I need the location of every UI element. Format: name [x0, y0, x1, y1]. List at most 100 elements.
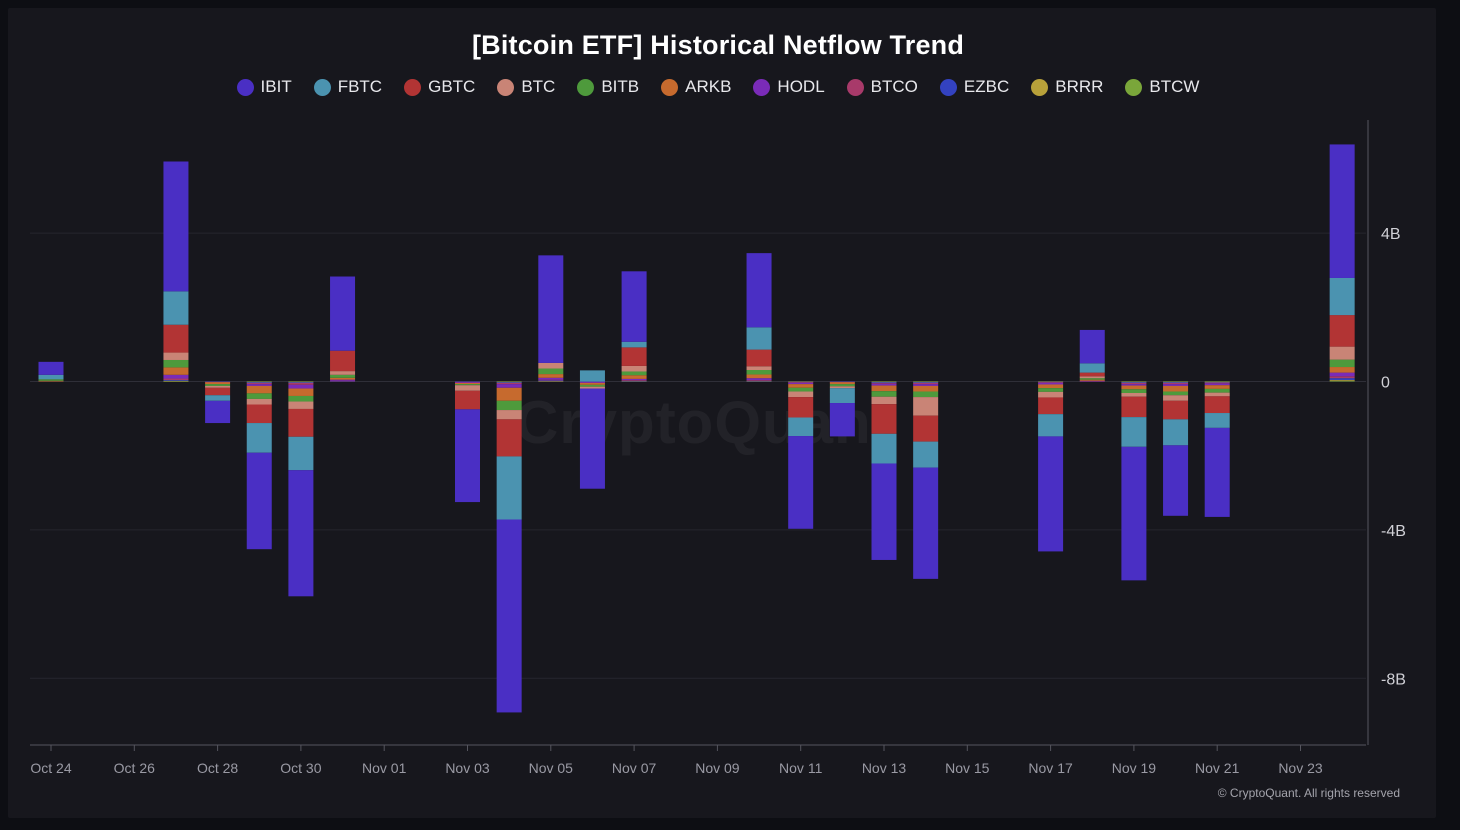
legend-swatch: [753, 78, 771, 96]
bar-segment-bitb: [579, 384, 605, 387]
bar-segment-btc: [538, 362, 564, 369]
bar-segment-btco: [579, 381, 605, 383]
bar-segment-arkb: [1329, 367, 1355, 373]
bar-segment-fbtc: [1204, 413, 1230, 428]
bar-segment-ibit: [205, 400, 231, 424]
legend-label: BTCO: [870, 77, 918, 96]
legend-item-ibit[interactable]: IBIT: [236, 77, 292, 97]
bar-segment-brrr: [246, 381, 272, 383]
bar-segment-ibit: [330, 276, 356, 351]
legend-item-arkb[interactable]: ARKB: [661, 77, 731, 97]
bar-segment-btcw: [163, 381, 189, 382]
x-tick-label: Nov 05: [529, 760, 574, 776]
bar-segment-gbtc: [871, 404, 897, 434]
legend-item-ezbc[interactable]: EZBC: [939, 77, 1010, 97]
legend-item-gbtc[interactable]: GBTC: [404, 77, 475, 97]
legend-item-btc[interactable]: BTC: [497, 77, 555, 97]
bar-segment-btc: [496, 410, 522, 420]
bar-segment-bitb: [205, 384, 231, 386]
bar-segment-hodl: [455, 382, 480, 383]
bar-segment-brrr: [538, 381, 564, 382]
bar-segment-ibit: [829, 403, 855, 437]
x-tick-label: Nov 13: [862, 760, 907, 776]
bar-segment-fbtc: [829, 388, 855, 404]
bar-segment-btcw: [1204, 381, 1230, 383]
bar-segment-bitb: [288, 395, 314, 402]
bar-segment-btc: [871, 396, 897, 405]
legend-swatch: [846, 78, 864, 96]
legend-label: BTCW: [1149, 77, 1200, 96]
legend-item-hodl[interactable]: HODL: [753, 77, 825, 97]
bar-segment-gbtc: [1204, 396, 1230, 414]
bar-segment-hodl: [1038, 382, 1064, 385]
bar-segment-ezbc: [163, 380, 189, 381]
bar-segment-ezbc: [538, 380, 564, 382]
bar-segment-brrr: [788, 381, 814, 383]
bar-segment-btco: [829, 381, 855, 383]
x-tick-label: Nov 07: [612, 760, 657, 776]
bar-segment-gbtc: [788, 397, 814, 418]
legend-item-btcw[interactable]: BTCW: [1125, 77, 1199, 97]
bar-segment-btc: [163, 352, 189, 360]
bar-segment-brrr: [163, 380, 189, 382]
bar-segment-hodl: [1079, 380, 1105, 382]
legend-label: EZBC: [963, 77, 1010, 96]
legend-swatch: [577, 78, 595, 96]
bar-segment-ezbc: [1204, 382, 1230, 383]
x-tick-label: Oct 28: [197, 760, 238, 776]
bar-segment-bitb: [246, 393, 272, 399]
legend-item-btco[interactable]: BTCO: [846, 77, 918, 97]
bar-segment-btcw: [1329, 380, 1355, 382]
bar-segment-gbtc: [288, 408, 314, 437]
bar-segment-gbtc: [163, 324, 189, 353]
bar-segment-ibit: [788, 436, 814, 529]
bar-segment-btco: [1038, 382, 1064, 383]
legend-item-brrr[interactable]: BRRR: [1031, 77, 1103, 97]
bar-segment-arkb: [1204, 385, 1230, 389]
legend-swatch: [939, 78, 957, 96]
y-tick-label: -4B: [1381, 523, 1406, 540]
x-tick-label: Oct 30: [280, 760, 321, 776]
bar-segment-hodl: [288, 384, 314, 389]
chart-panel: [8, 8, 1436, 818]
bar-segment-ibit: [38, 361, 64, 375]
bar-segment-btco: [1163, 382, 1189, 385]
bar-segment-btco: [455, 381, 480, 383]
bar-segment-ezbc: [288, 382, 314, 383]
bar-segment-arkb: [788, 384, 814, 388]
bar-segment-btco: [163, 378, 189, 381]
bar-segment-ezbc: [579, 381, 605, 383]
bar-segment-arkb: [1079, 379, 1105, 381]
bar-segment-ibit: [1329, 144, 1355, 278]
legend-item-fbtc[interactable]: FBTC: [313, 77, 383, 97]
bar-segment-ezbc: [913, 382, 939, 383]
bar-segment-btco: [496, 382, 522, 385]
bar-segment-ezbc: [621, 380, 647, 382]
bar-segment-ezbc: [1038, 381, 1064, 383]
bar-segment-hodl: [330, 379, 356, 381]
bar-segment-bitb: [788, 387, 814, 392]
bar-segment-hodl: [538, 377, 564, 380]
bar-segment-arkb: [246, 385, 272, 394]
legend-item-bitb[interactable]: BITB: [577, 77, 639, 97]
legend-label: FBTC: [337, 77, 383, 96]
copyright-text: © CryptoQuant. All rights reserved: [1217, 786, 1400, 800]
bar-segment-btco: [330, 380, 356, 382]
bar-segment-gbtc: [205, 387, 231, 396]
bar-segment-bitb: [621, 371, 647, 376]
bar-segment-btc: [246, 398, 272, 405]
x-tick-label: Nov 17: [1028, 760, 1073, 776]
bar-segment-btco: [788, 382, 814, 383]
y-tick-label: -8B: [1381, 671, 1406, 688]
bar-segment-gbtc: [496, 419, 522, 457]
bar-segment-fbtc: [746, 327, 772, 350]
bar-segment-btco: [871, 382, 897, 384]
legend-swatch: [236, 78, 254, 96]
legend-swatch: [497, 78, 515, 96]
bar-segment-btco: [621, 380, 647, 381]
legend-label: HODL: [777, 77, 825, 96]
bar-segment-btc: [1329, 346, 1355, 360]
bar-segment-btc: [1163, 395, 1189, 401]
bar-segment-btco: [746, 380, 772, 381]
